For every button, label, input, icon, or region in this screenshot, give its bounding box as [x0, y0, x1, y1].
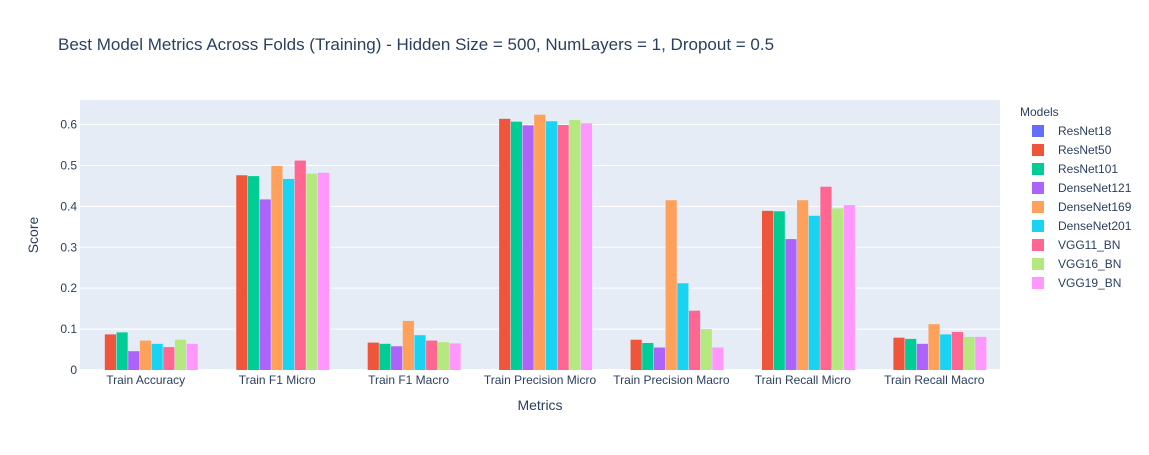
legend-swatch[interactable] [1032, 182, 1044, 194]
bar[interactable] [522, 125, 534, 370]
x-tick-label: Train Recall Macro [884, 373, 985, 387]
x-tick-label: Train Precision Macro [613, 373, 730, 387]
bar[interactable] [843, 205, 855, 370]
legend-swatch[interactable] [1032, 239, 1044, 251]
bar[interactable] [499, 118, 511, 371]
bar[interactable] [916, 343, 928, 370]
bar[interactable] [653, 347, 666, 371]
bars [104, 114, 987, 371]
bar[interactable] [367, 342, 379, 370]
bar[interactable] [186, 343, 198, 370]
legend-item-label[interactable]: DenseNet121 [1058, 181, 1132, 195]
bar[interactable] [712, 347, 724, 371]
bar[interactable] [688, 310, 701, 370]
legend-item-label[interactable]: VGG11_BN [1058, 238, 1120, 252]
bar[interactable] [402, 320, 414, 370]
legend[interactable]: Models ResNet18 ResNet50 ResNet101 DenseNet… [1020, 105, 1132, 290]
y-tick-label: 0.6 [60, 118, 77, 132]
bar[interactable] [139, 340, 152, 370]
legend-swatch[interactable] [1032, 144, 1044, 156]
y-tick-label: 0.3 [60, 240, 77, 254]
bar[interactable] [259, 199, 271, 370]
x-tick-label: Train F1 Macro [368, 373, 449, 387]
legend-item-label[interactable]: ResNet18 [1058, 124, 1112, 138]
legend-swatch[interactable] [1032, 201, 1044, 213]
bar[interactable] [163, 347, 175, 370]
bar[interactable] [271, 165, 283, 370]
legend-swatch[interactable] [1032, 220, 1044, 232]
y-tick-label: 0.1 [60, 322, 77, 336]
bar[interactable] [557, 124, 569, 370]
bar[interactable] [951, 331, 963, 370]
y-tick-label: 0.5 [60, 158, 77, 172]
bar[interactable] [761, 210, 774, 370]
bar[interactable] [391, 346, 403, 370]
bar[interactable] [797, 200, 809, 370]
bar[interactable] [905, 338, 917, 370]
bar[interactable] [247, 176, 260, 370]
bar[interactable] [379, 343, 391, 370]
legend-item-label[interactable]: VGG19_BN [1058, 276, 1121, 290]
bar[interactable] [580, 123, 593, 371]
bar[interactable] [665, 200, 677, 370]
bar[interactable] [414, 335, 426, 370]
bar[interactable] [545, 121, 558, 370]
x-axis-label: Metrics [517, 397, 562, 413]
bar[interactable] [151, 343, 163, 370]
bar[interactable] [128, 351, 140, 370]
legend-swatch[interactable] [1032, 125, 1044, 137]
x-tick-label: Train Precision Micro [484, 373, 597, 387]
x-tick-label: Train Recall Micro [755, 373, 852, 387]
legend-item-label[interactable]: VGG16_BN [1058, 257, 1121, 271]
bar[interactable] [808, 215, 820, 370]
bar[interactable] [569, 120, 581, 370]
bar[interactable] [236, 175, 248, 370]
bar[interactable] [318, 172, 330, 370]
bar[interactable] [773, 211, 785, 370]
legend-item-label[interactable]: DenseNet169 [1058, 200, 1132, 214]
bar[interactable] [700, 329, 712, 370]
legend-item-label[interactable]: ResNet101 [1058, 162, 1118, 176]
bar[interactable] [534, 114, 546, 371]
legend-swatch[interactable] [1032, 258, 1044, 270]
bar[interactable] [294, 160, 306, 370]
y-axis-label: Score [25, 217, 41, 254]
x-tick-labels: Train Accuracy Train F1 Micro Train F1 Mac… [106, 373, 984, 387]
bar[interactable] [677, 283, 689, 370]
bar[interactable] [975, 336, 987, 370]
legend-swatch[interactable] [1032, 277, 1044, 289]
y-tick-labels: 0 0.1 0.2 0.3 0.4 0.5 0.6 [60, 118, 77, 377]
bar[interactable] [963, 336, 975, 370]
y-tick-label: 0.2 [60, 281, 77, 295]
bar[interactable] [785, 239, 797, 370]
bar[interactable] [282, 178, 295, 370]
bar[interactable] [174, 339, 187, 370]
bar[interactable] [893, 337, 905, 370]
legend-swatch[interactable] [1032, 163, 1044, 175]
bar[interactable] [104, 334, 117, 370]
chart-title: Best Model Metrics Across Folds (Trainin… [58, 35, 774, 54]
bar[interactable] [510, 121, 522, 370]
x-tick-label: Train F1 Micro [239, 373, 316, 387]
bar[interactable] [116, 332, 128, 370]
bar[interactable] [940, 334, 952, 370]
y-tick-label: 0.4 [60, 199, 77, 213]
legend-item-label[interactable]: DenseNet201 [1058, 219, 1132, 233]
bar[interactable] [642, 343, 654, 370]
bar[interactable] [437, 342, 449, 370]
bar[interactable] [928, 324, 940, 370]
bar[interactable] [832, 208, 844, 370]
legend-title: Models [1020, 105, 1059, 119]
bar[interactable] [820, 186, 832, 370]
y-tick-label: 0 [70, 363, 77, 377]
bar[interactable] [426, 340, 438, 370]
bar[interactable] [449, 343, 461, 370]
bar[interactable] [630, 339, 642, 370]
bar[interactable] [306, 173, 318, 370]
x-tick-label: Train Accuracy [106, 373, 185, 387]
legend-item-label[interactable]: ResNet50 [1058, 143, 1112, 157]
